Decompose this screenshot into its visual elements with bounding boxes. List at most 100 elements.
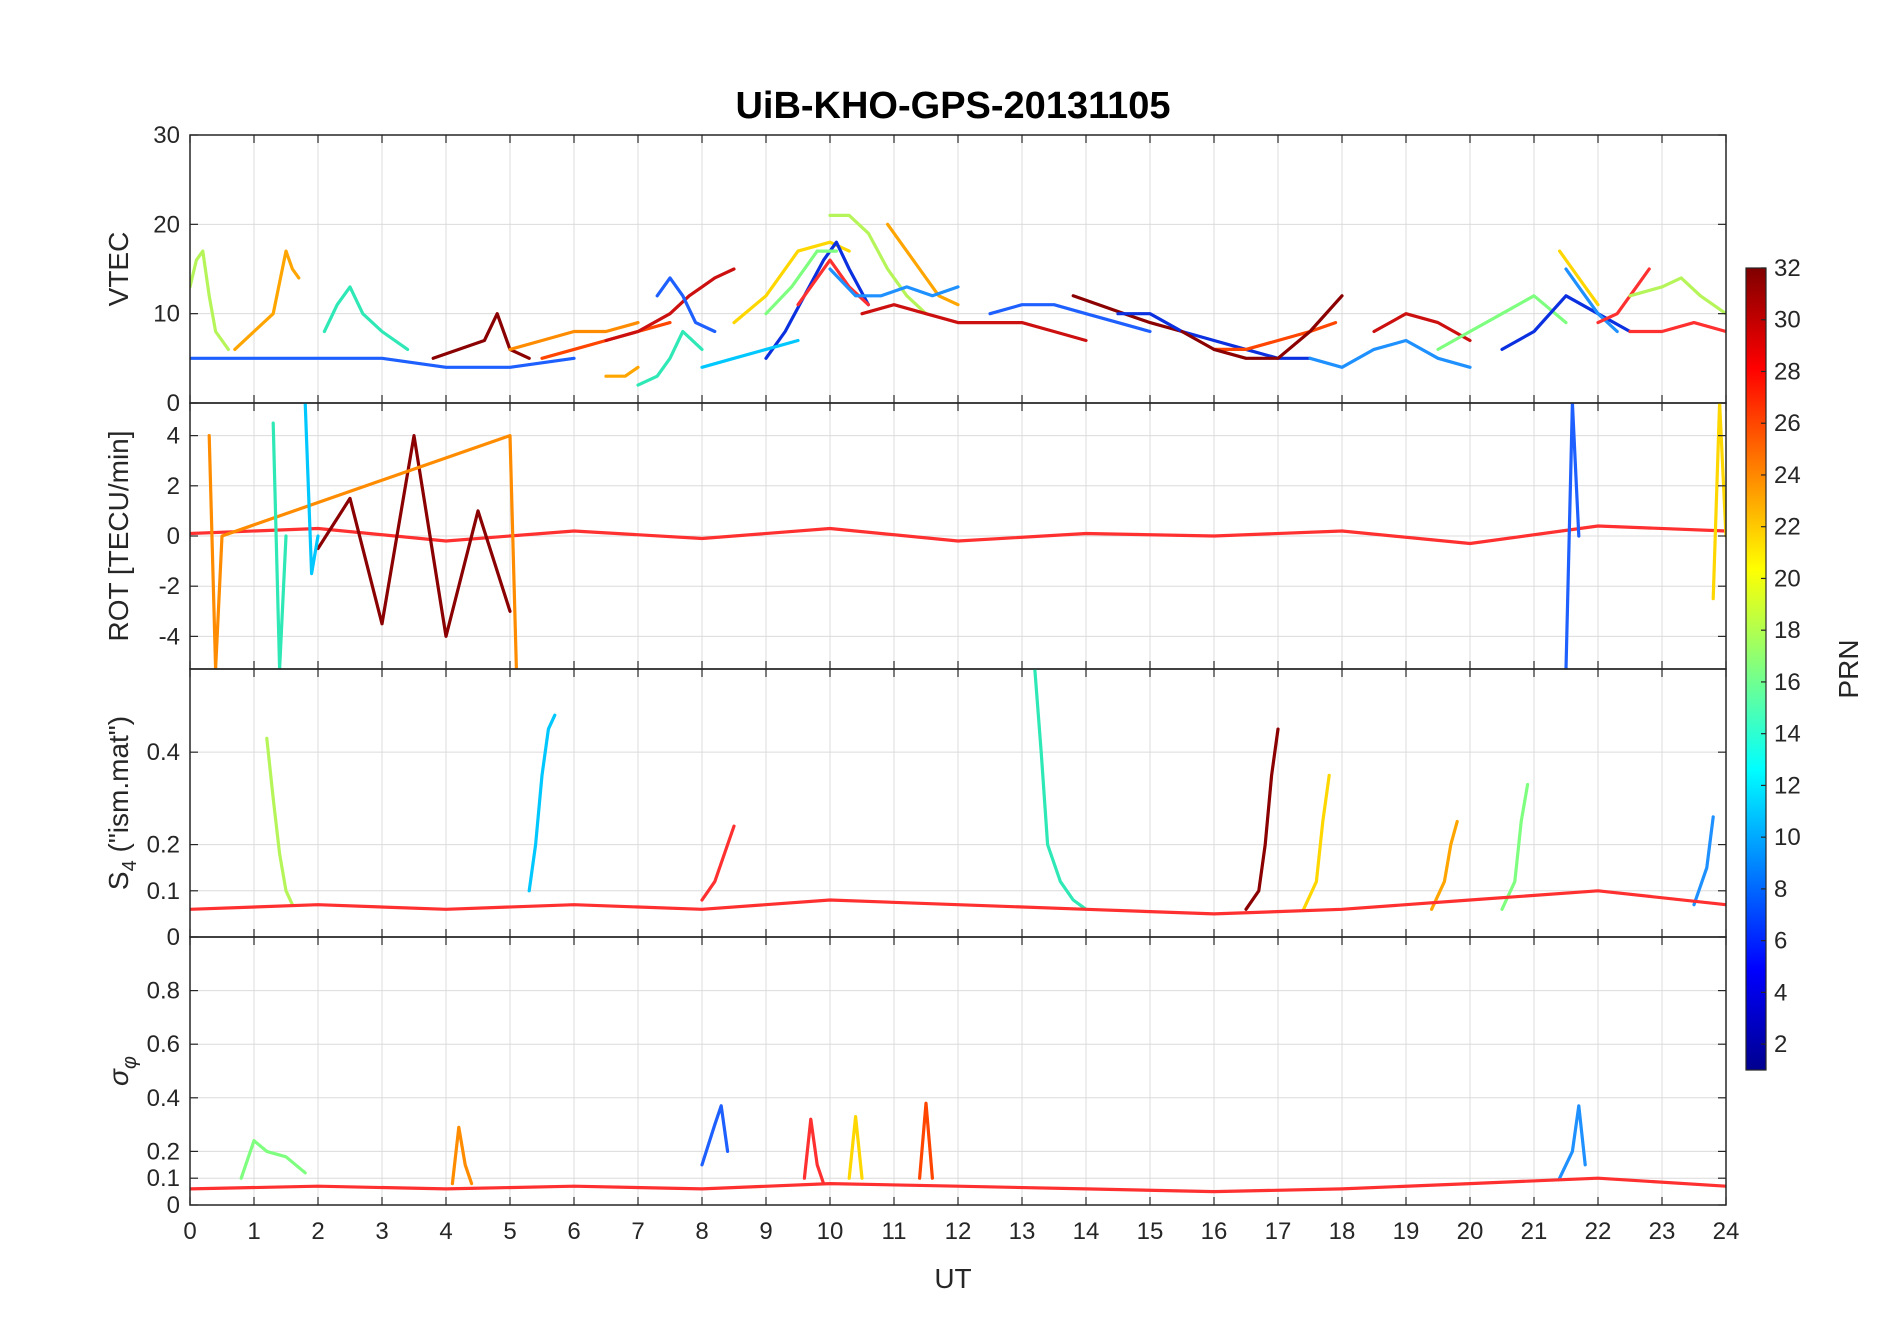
y-tick-label: 0.6 <box>147 1031 180 1058</box>
series-line <box>1308 338 1472 369</box>
series-line <box>988 303 1152 334</box>
x-tick-label: 6 <box>567 1218 580 1245</box>
colorbar-label: PRN <box>1833 639 1864 698</box>
y-tick-label: 0.8 <box>147 978 180 1005</box>
x-tick-label: 10 <box>817 1218 844 1245</box>
series-line <box>1557 1104 1587 1180</box>
series-line <box>655 276 717 334</box>
y-tick-label: 0.1 <box>147 1165 180 1192</box>
series-line <box>828 267 960 298</box>
colorbar-tick-label: 22 <box>1774 514 1801 541</box>
x-tick-label: 15 <box>1137 1218 1164 1245</box>
series-line <box>700 338 800 369</box>
y-tick-label: 0.1 <box>147 878 180 905</box>
series-line <box>1436 294 1568 351</box>
series-line <box>190 249 230 351</box>
x-tick-label: 13 <box>1009 1218 1036 1245</box>
series-group <box>190 403 1726 669</box>
series-line <box>322 285 410 351</box>
x-tick-label: 5 <box>503 1218 516 1245</box>
colorbar-tick-label: 30 <box>1774 307 1801 334</box>
series-line <box>190 356 576 369</box>
series-line <box>1500 782 1530 911</box>
y-tick-label: 0.4 <box>147 739 180 766</box>
colorbar-tick-label: 28 <box>1774 358 1801 385</box>
x-tick-label: 19 <box>1393 1218 1420 1245</box>
x-axis-label: UT <box>934 1263 971 1294</box>
x-tick-label: 1 <box>247 1218 260 1245</box>
y-tick-label: 10 <box>153 301 180 328</box>
series-line <box>917 1101 935 1180</box>
series-line <box>885 222 960 307</box>
x-tick-label: 7 <box>631 1218 644 1245</box>
y-tick-label: 0.2 <box>147 832 180 859</box>
colorbar-tick-label: 4 <box>1774 979 1787 1006</box>
series-line <box>700 824 736 902</box>
series-line <box>764 249 839 316</box>
colorbar-tick-label: 20 <box>1774 565 1801 592</box>
series-line <box>796 258 871 307</box>
x-tick-label: 8 <box>695 1218 708 1245</box>
x-tick-label: 4 <box>439 1218 452 1245</box>
series-line <box>1180 294 1344 360</box>
series-line <box>802 1117 826 1186</box>
x-tick-label: 18 <box>1329 1218 1356 1245</box>
y-tick-label: -2 <box>159 573 180 600</box>
series-line <box>636 329 704 387</box>
colorbar-tick-label: 24 <box>1774 462 1801 489</box>
colorbar-tick-label: 32 <box>1774 255 1801 282</box>
series-line <box>1692 815 1715 907</box>
series-line <box>265 736 294 907</box>
panel-vtec: 0 10 20 30 VTEC <box>103 122 1727 417</box>
y-tick-label: 0.2 <box>147 1138 180 1165</box>
x-tick-label: 14 <box>1073 1218 1100 1245</box>
series-line <box>527 713 557 893</box>
series-line <box>700 1104 730 1167</box>
series-line <box>1711 403 1726 601</box>
series-line <box>1212 321 1338 351</box>
series-line <box>1372 312 1472 343</box>
series-line <box>1628 276 1726 316</box>
series-line <box>450 1125 474 1186</box>
x-tick-label: 0 <box>183 1218 196 1245</box>
x-tick-label: 2 <box>311 1218 324 1245</box>
chart-title: UiB-KHO-GPS-20131105 <box>735 85 1170 127</box>
series-line <box>1628 321 1726 334</box>
series-group <box>190 669 1726 916</box>
colorbar-tick-label: 12 <box>1774 772 1801 799</box>
y-tick-label: 0.4 <box>147 1085 180 1112</box>
y-tick-label: 0 <box>167 523 180 550</box>
series-line <box>847 1114 864 1180</box>
x-tick-label: 3 <box>375 1218 388 1245</box>
series-line <box>271 421 288 669</box>
y-axis-label: σφ <box>103 1056 141 1086</box>
series-line <box>190 1176 1726 1194</box>
panel-rot: -4 -2 0 2 4 ROT [TECU/min] <box>103 402 1727 670</box>
x-tick-label: 11 <box>882 1218 907 1245</box>
series-line <box>860 303 1088 343</box>
series-line <box>604 365 640 378</box>
x-tick-label: 21 <box>1521 1218 1548 1245</box>
y-tick-label: 0 <box>167 924 180 951</box>
series-line <box>239 1139 307 1180</box>
colorbar-bar <box>1745 267 1767 1071</box>
series-line <box>1033 669 1088 911</box>
y-tick-label: 20 <box>153 211 180 238</box>
series-group <box>190 1101 1726 1194</box>
x-tick-label: 22 <box>1585 1218 1612 1245</box>
series-line <box>233 249 301 351</box>
colorbar-tick-label: 26 <box>1774 410 1801 437</box>
colorbar-tick-label: 6 <box>1774 928 1787 955</box>
y-tick-label: 0 <box>167 390 180 417</box>
series-line <box>1596 267 1651 325</box>
series-line <box>1500 294 1632 351</box>
series-line <box>764 240 871 360</box>
series-line <box>508 321 640 351</box>
series-line <box>828 213 928 316</box>
colorbar-tick-label: 8 <box>1774 876 1787 903</box>
series-line <box>190 889 1726 916</box>
series-group <box>190 213 1726 387</box>
